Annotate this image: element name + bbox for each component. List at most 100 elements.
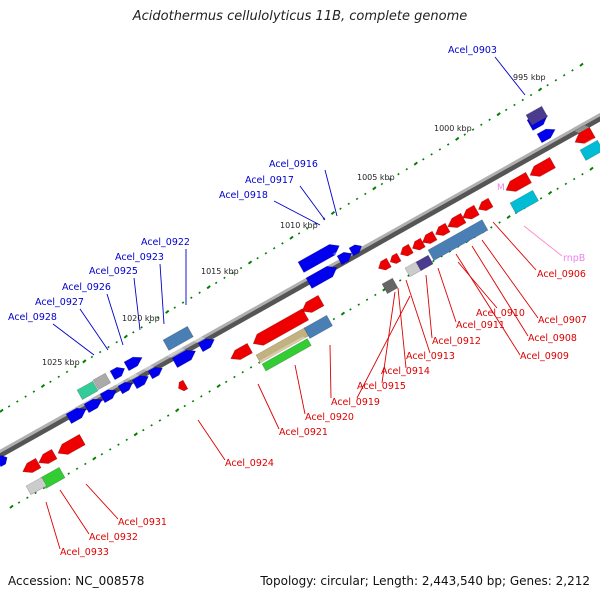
gene-0928d-body (117, 381, 133, 395)
rna-label-rnpb[interactable]: rnpB (563, 253, 585, 264)
gene-0925-body (109, 366, 126, 381)
gene-0927b-top (143, 365, 155, 371)
gene-label-acel-0903[interactable]: Acel_0903 (448, 45, 497, 56)
gene-0905-body (574, 126, 596, 144)
gene-0905-box (575, 138, 600, 161)
scale-dot-inner (42, 486, 46, 490)
gene-0914b (410, 236, 426, 251)
scale-dot-outer (347, 202, 350, 206)
gene-0914-box-body (415, 254, 434, 272)
gene-label-acel-0908[interactable]: Acel_0908 (528, 333, 577, 344)
gene-label-acel-0906[interactable]: Acel_0906 (537, 269, 586, 280)
gene-0931-body (22, 457, 42, 473)
scale-dot-outer (480, 123, 483, 126)
scale-dot-inner (490, 226, 493, 229)
gene-0932-body (57, 433, 86, 455)
gene-0914 (398, 242, 414, 257)
gene-label-acel-0927[interactable]: Acel_0927 (35, 297, 84, 308)
gene-0912-body (462, 204, 480, 220)
gene-label-acel-0914[interactable]: Acel_0914 (381, 366, 430, 377)
scale-label-995: 995 kbp (513, 73, 546, 82)
gene-label-acel-0911[interactable]: Acel_0911 (456, 320, 505, 331)
gene-label-acel-0913[interactable]: Acel_0913 (406, 351, 455, 362)
gene-label-acel-0907[interactable]: Acel_0907 (538, 315, 587, 326)
scale-dot-outer (289, 235, 294, 240)
gene-0917-top (301, 264, 327, 278)
gene-label-acel-0920[interactable]: Acel_0920 (305, 412, 354, 423)
gene-0905-box-body (579, 139, 600, 161)
scale-dot-outer (107, 345, 110, 349)
gene-0921-box-top (251, 325, 305, 355)
gene-0919 (230, 341, 253, 360)
gene-0906-box-body (509, 189, 539, 214)
scale-dot-outer (115, 340, 118, 344)
gene-label-acel-0924[interactable]: Acel_0924 (225, 458, 274, 469)
gene-label-acel-0916[interactable]: Acel_0916 (269, 159, 318, 170)
gene-label-acel-0909[interactable]: Acel_0909 (520, 351, 569, 362)
scale-label-1025: 1025 kbp (42, 358, 80, 367)
scale-dot-outer (165, 309, 170, 314)
gene-label-acel-0910[interactable]: Acel_0910 (476, 308, 525, 319)
gene-label-acel-0933[interactable]: Acel_0933 (60, 547, 109, 558)
gene-label-acel-0919[interactable]: Acel_0919 (331, 397, 380, 408)
gene-0903-box (521, 104, 548, 126)
scale-dot-outer (181, 301, 185, 304)
scale-dot-outer (529, 93, 533, 97)
gene-0913b-top (433, 221, 446, 227)
gene-label-acel-0931[interactable]: Acel_0931 (118, 517, 167, 528)
scale-dot-outer (397, 172, 400, 176)
scale-dot-inner (332, 317, 336, 321)
gene-0916-body (336, 251, 353, 266)
scale-dot-inner (498, 221, 501, 224)
gene-0923-top (193, 336, 206, 343)
scale-dot-inner (150, 424, 153, 427)
gene-label-acel-0922[interactable]: Acel_0922 (141, 237, 190, 248)
gene-0906 (505, 170, 532, 192)
gene-0926-body (123, 356, 143, 372)
scale-dot-inner (539, 197, 543, 200)
scale-dot-outer (239, 266, 243, 270)
gene-0913-body (422, 230, 438, 244)
scale-dot-outer (7, 405, 11, 408)
gene-label-acel-0923[interactable]: Acel_0923 (115, 252, 164, 263)
gene-0905-top (574, 125, 590, 134)
gene-label-acel-0921[interactable]: Acel_0921 (279, 427, 328, 438)
scale-dot-outer (537, 87, 543, 92)
scale-dot-outer (40, 384, 46, 389)
gene-0917-body (305, 265, 338, 289)
scale-dot-outer (256, 256, 259, 260)
gene-0922 (167, 348, 197, 369)
gene-label-acel-0917[interactable]: Acel_0917 (245, 175, 294, 186)
scale-dot-inner (506, 215, 511, 220)
gene-0915-body (378, 257, 392, 271)
gene-0912-top (461, 203, 474, 210)
gene-label-acel-0912[interactable]: Acel_0912 (432, 336, 481, 347)
scale-dot-outer (546, 83, 549, 87)
scale-dot-inner (241, 370, 244, 374)
scale-dot-outer (364, 192, 367, 196)
gene-label-acel-0915[interactable]: Acel_0915 (357, 381, 406, 392)
leader-line (457, 261, 498, 309)
scale-dot-inner (142, 428, 145, 432)
scale-dot-outer (496, 112, 501, 117)
leader-line (52, 323, 95, 356)
gene-0906b (529, 155, 556, 177)
leader-line (59, 489, 90, 535)
gene-0917 (301, 264, 338, 289)
gene-label-acel-0918[interactable]: Acel_0918 (219, 190, 268, 201)
gene-0924 (174, 378, 189, 392)
gene-0914-body (400, 243, 414, 257)
scale-dot-inner (100, 453, 104, 456)
leader-line (356, 295, 411, 399)
gene-label-acel-0928[interactable]: Acel_0928 (8, 312, 57, 323)
gene-0916b-top (344, 242, 355, 248)
gene-0922-top (167, 348, 186, 358)
gene-label-acel-0926[interactable]: Acel_0926 (62, 282, 111, 293)
gene-0928-box-top (72, 379, 93, 390)
scale-dot-inner (432, 259, 435, 263)
gene-label-acel-0932[interactable]: Acel_0932 (89, 532, 138, 543)
scale-dot-inner (249, 366, 253, 369)
gene-label-acel-0925[interactable]: Acel_0925 (89, 266, 138, 277)
gene-0926 (119, 355, 143, 372)
